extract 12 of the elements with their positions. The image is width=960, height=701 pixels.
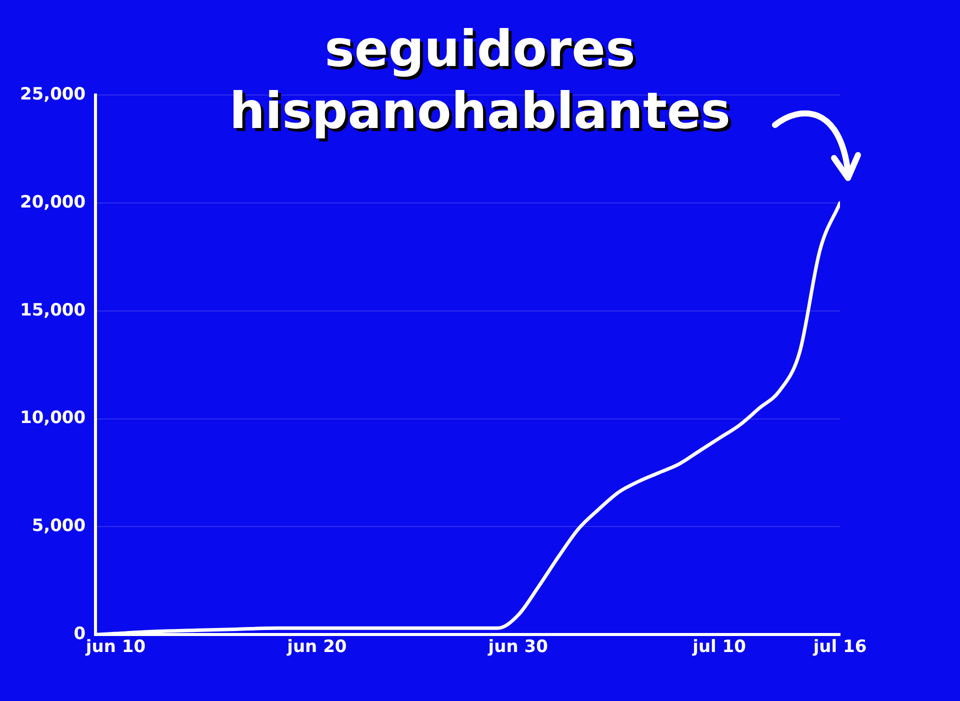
chart-title: seguidores hispanohablantes <box>228 19 732 142</box>
y-tick-label: 10,000 <box>20 408 86 428</box>
x-tick-label: jul 10 <box>692 637 746 658</box>
x-tick-label: jun 30 <box>487 637 548 658</box>
y-tick-label: 15,000 <box>20 300 86 320</box>
x-tick-label: jul 16 <box>812 637 867 658</box>
y-tick-label: 5,000 <box>32 516 86 536</box>
y-tick-label: 20,000 <box>20 192 86 212</box>
y-tick-label: 0 <box>74 624 86 644</box>
y-tick-label: 25,000 <box>20 84 86 104</box>
x-tick-label: jun 10 <box>84 637 146 658</box>
x-tick-label: jun 20 <box>286 637 347 658</box>
